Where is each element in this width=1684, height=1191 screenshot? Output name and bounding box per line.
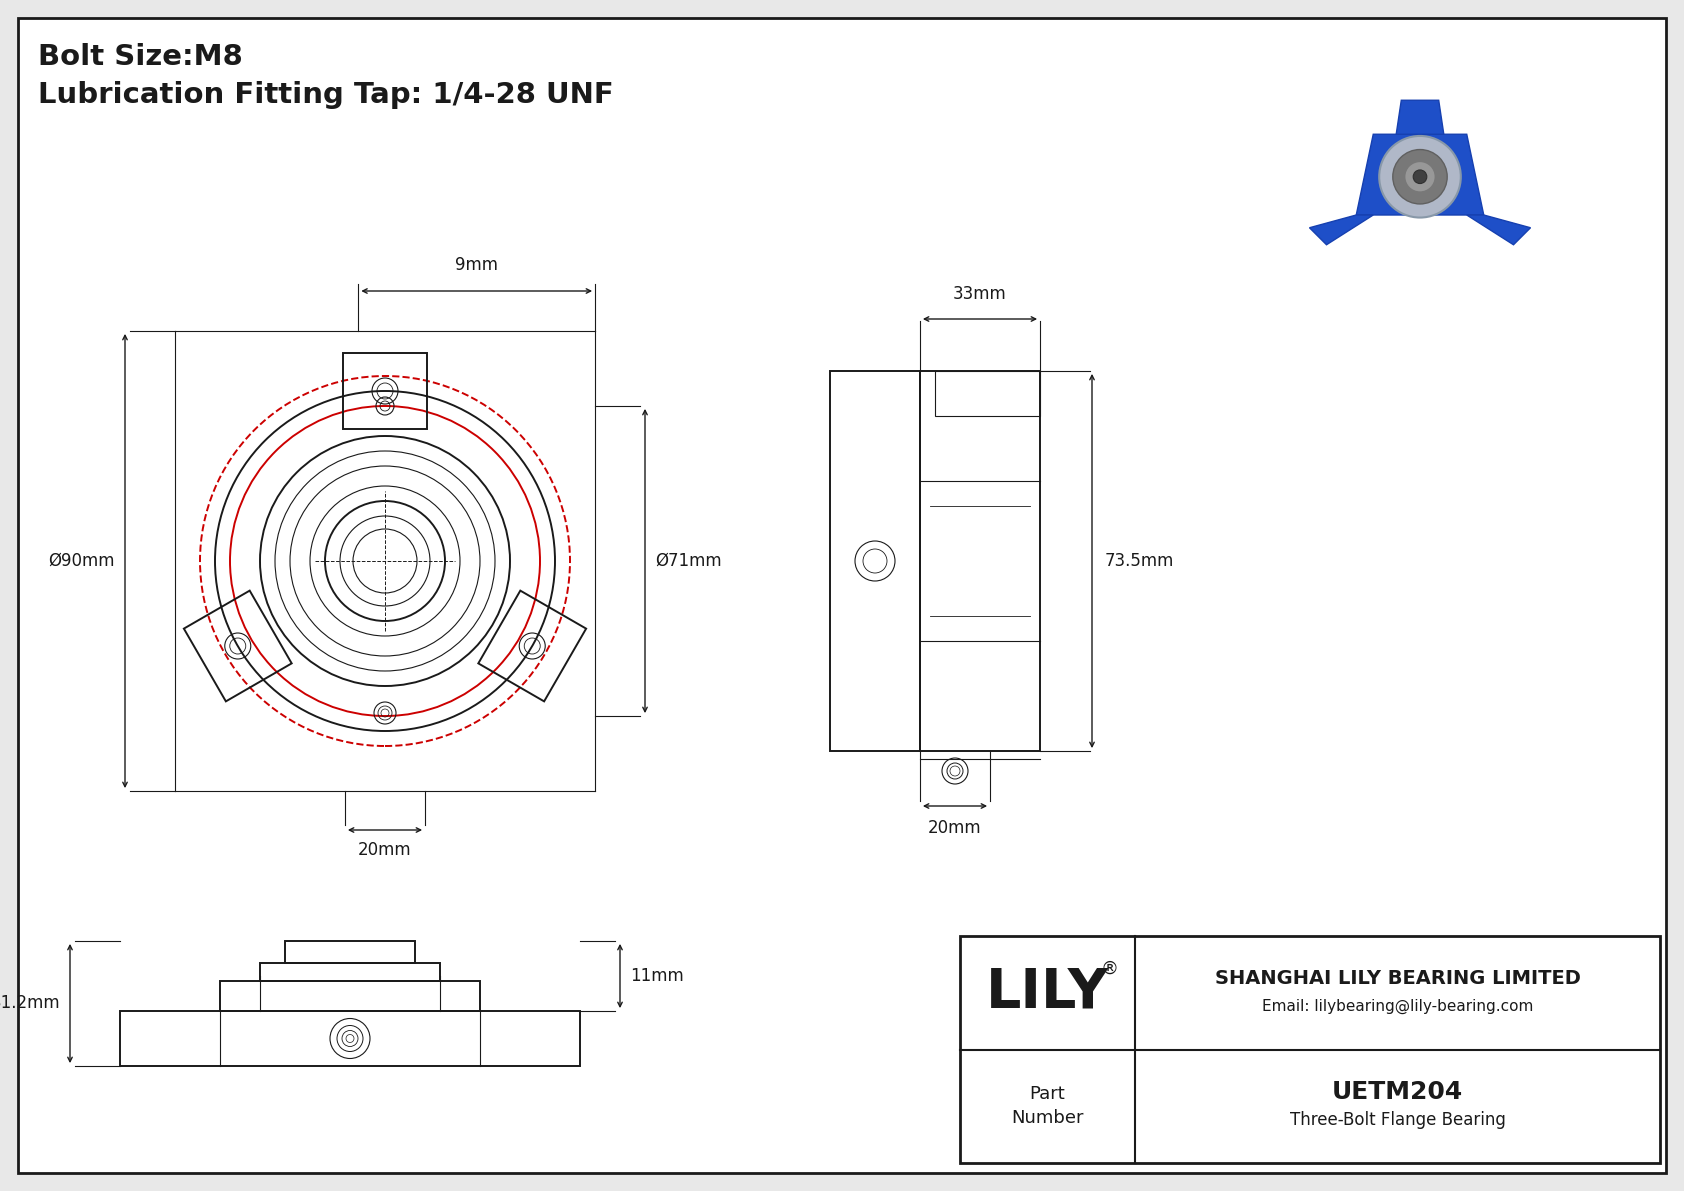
Bar xyxy=(919,372,1041,752)
Text: 73.5mm: 73.5mm xyxy=(1105,551,1174,570)
Bar xyxy=(259,964,440,981)
Text: Three-Bolt Flange Bearing: Three-Bolt Flange Bearing xyxy=(1290,1111,1505,1129)
Text: Ø71mm: Ø71mm xyxy=(655,551,722,570)
Bar xyxy=(120,1011,579,1066)
Circle shape xyxy=(1404,162,1435,192)
Polygon shape xyxy=(1310,216,1372,244)
Bar xyxy=(285,941,414,964)
Text: 20mm: 20mm xyxy=(359,841,413,859)
Bar xyxy=(960,936,1660,1162)
Bar xyxy=(221,981,480,1011)
Text: 9mm: 9mm xyxy=(455,256,498,274)
Bar xyxy=(935,372,1041,416)
Circle shape xyxy=(1379,136,1460,218)
Circle shape xyxy=(1393,150,1447,204)
Text: 20mm: 20mm xyxy=(928,819,982,837)
Text: Lubrication Fitting Tap: 1/4-28 UNF: Lubrication Fitting Tap: 1/4-28 UNF xyxy=(39,81,613,110)
Text: Part
Number: Part Number xyxy=(1012,1085,1084,1127)
Text: 33mm: 33mm xyxy=(953,285,1007,303)
Text: LILY: LILY xyxy=(987,966,1110,1019)
Text: 31.2mm: 31.2mm xyxy=(0,994,61,1012)
Polygon shape xyxy=(1467,216,1531,244)
Text: 11mm: 11mm xyxy=(630,967,684,985)
Text: Ø90mm: Ø90mm xyxy=(49,551,115,570)
Text: Bolt Size:M8: Bolt Size:M8 xyxy=(39,43,242,71)
Polygon shape xyxy=(1356,135,1484,216)
Circle shape xyxy=(1413,170,1426,183)
Bar xyxy=(830,372,919,752)
Text: Email: lilybearing@lily-bearing.com: Email: lilybearing@lily-bearing.com xyxy=(1261,999,1532,1015)
Text: SHANGHAI LILY BEARING LIMITED: SHANGHAI LILY BEARING LIMITED xyxy=(1214,969,1581,989)
Polygon shape xyxy=(1396,100,1443,135)
Text: UETM204: UETM204 xyxy=(1332,1080,1463,1104)
Text: ®: ® xyxy=(1101,960,1118,978)
